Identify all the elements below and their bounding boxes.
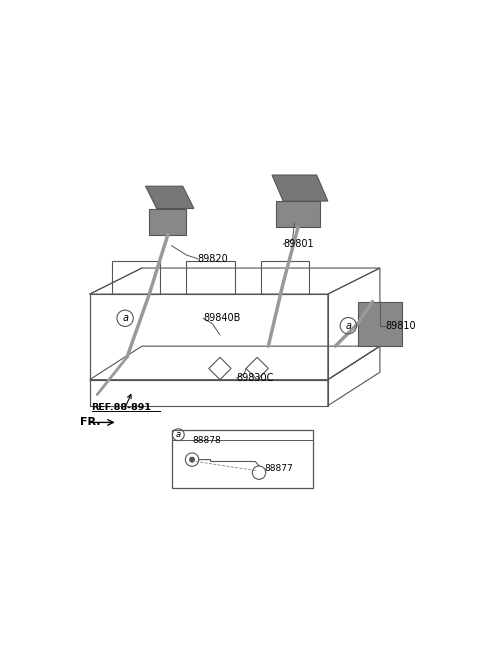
Text: 88877: 88877 xyxy=(264,464,293,474)
Polygon shape xyxy=(145,186,194,209)
Polygon shape xyxy=(272,175,328,201)
Text: 89820: 89820 xyxy=(198,254,228,264)
Polygon shape xyxy=(358,302,402,346)
Polygon shape xyxy=(149,209,186,235)
Text: 88878: 88878 xyxy=(192,436,221,445)
Polygon shape xyxy=(276,201,321,227)
Text: a: a xyxy=(122,314,128,323)
Text: 89801: 89801 xyxy=(283,239,314,249)
Text: 89810: 89810 xyxy=(385,321,416,331)
Text: a: a xyxy=(176,430,181,440)
Bar xyxy=(172,430,313,487)
Text: 89840B: 89840B xyxy=(203,314,240,323)
Text: FR.: FR. xyxy=(81,417,101,428)
Text: a: a xyxy=(345,321,351,331)
Circle shape xyxy=(190,457,195,462)
Text: REF.88-891: REF.88-891 xyxy=(92,403,152,412)
Text: 89830C: 89830C xyxy=(237,373,274,383)
